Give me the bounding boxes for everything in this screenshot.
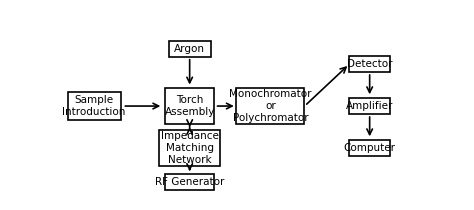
Text: Torch
Assembly: Torch Assembly	[164, 95, 215, 117]
FancyBboxPatch shape	[349, 98, 390, 114]
FancyBboxPatch shape	[159, 130, 220, 166]
Text: Amplifier: Amplifier	[346, 101, 393, 111]
FancyBboxPatch shape	[349, 56, 390, 72]
FancyBboxPatch shape	[169, 41, 211, 57]
Text: Impedance
Matching
Network: Impedance Matching Network	[161, 131, 219, 165]
FancyBboxPatch shape	[165, 174, 214, 190]
Text: RF Generator: RF Generator	[155, 177, 224, 187]
FancyBboxPatch shape	[67, 92, 121, 120]
Text: Monochromator
or
Polychromator: Monochromator or Polychromator	[229, 89, 312, 123]
Text: Argon: Argon	[174, 44, 205, 54]
FancyBboxPatch shape	[165, 88, 214, 124]
Text: Computer: Computer	[344, 143, 396, 153]
Text: Sample
Introduction: Sample Introduction	[63, 95, 126, 117]
FancyBboxPatch shape	[349, 140, 390, 156]
FancyBboxPatch shape	[237, 88, 304, 124]
Text: Detector: Detector	[347, 59, 392, 69]
